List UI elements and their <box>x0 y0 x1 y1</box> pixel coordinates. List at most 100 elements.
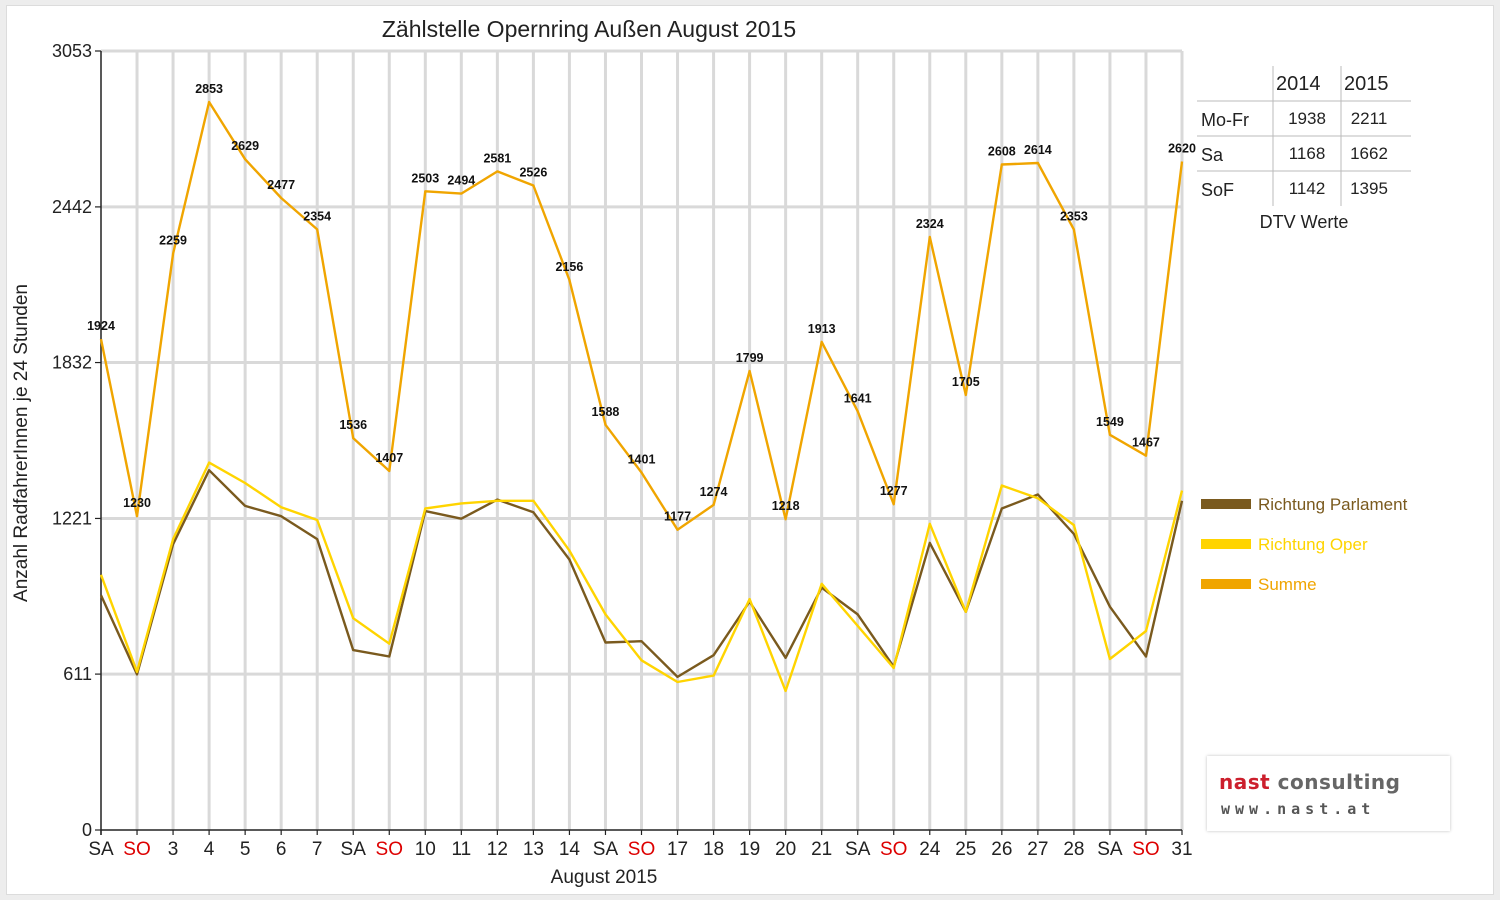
x-tick-label: SA <box>845 839 871 860</box>
data-label: 2608 <box>988 145 1016 159</box>
data-label: 1641 <box>844 391 872 405</box>
chart-frame: Zählstelle Opernring Außen August 2015 0… <box>6 5 1494 895</box>
legend-swatch <box>1201 539 1251 549</box>
x-axis-title: August 2015 <box>551 867 658 888</box>
x-tick-label: 13 <box>523 839 544 860</box>
x-tick-label: 17 <box>667 839 688 860</box>
x-tick-label: SA <box>1097 839 1123 860</box>
x-tick-label: 26 <box>991 839 1012 860</box>
x-tick-label: 21 <box>811 839 832 860</box>
series-line-richtung-oper <box>99 461 1184 693</box>
data-label: 2853 <box>195 82 223 96</box>
data-label: 2614 <box>1024 143 1052 157</box>
x-tick-label: 25 <box>955 839 976 860</box>
data-label: 1705 <box>952 375 980 389</box>
data-label: 2324 <box>916 217 944 231</box>
data-label: 1277 <box>880 484 908 498</box>
data-label: 2156 <box>556 260 584 274</box>
legend: Richtung Parlament Richtung Oper Summe <box>1201 495 1408 594</box>
x-tick-label: 4 <box>204 839 215 860</box>
dtv-table: 2014 2015 Mo-Fr 1938 2211 Sa 1168 1662 SoF 1142 13… <box>1197 66 1411 232</box>
table-caption: DTV Werte <box>1260 212 1349 232</box>
table-header-2015: 2015 <box>1344 73 1389 95</box>
legend-label: Summe <box>1258 575 1317 594</box>
table-cell-2014: 1142 <box>1289 179 1326 198</box>
y-tick-label: 611 <box>63 664 92 684</box>
logo-part-consulting: consulting <box>1277 770 1401 794</box>
table-cell-2014: 1168 <box>1289 144 1326 163</box>
data-label: 2353 <box>1060 210 1088 224</box>
x-tick-label: 24 <box>919 839 941 860</box>
legend-swatch <box>1201 579 1251 589</box>
logo-part-nast: nast <box>1219 770 1271 794</box>
table-header-2014: 2014 <box>1276 73 1321 95</box>
data-labels: 1924 1230 2259 2853 2629 2477 2354 1536 1407 2503… <box>87 82 1196 524</box>
x-tick-label: 11 <box>451 839 471 860</box>
data-label: 2526 <box>519 165 547 179</box>
series-line-summe <box>99 100 1184 531</box>
y-tick-label: 1221 <box>52 508 92 528</box>
series-line-richtung-parlament <box>99 469 1184 679</box>
x-tick-label: SO <box>1132 839 1159 860</box>
y-tick-label: 1832 <box>52 353 92 373</box>
x-tick-label: SO <box>123 839 150 860</box>
table-row-label: SoF <box>1201 180 1234 200</box>
x-tick-label: 7 <box>312 839 323 860</box>
x-tick-label: SO <box>880 839 907 860</box>
data-label: 1218 <box>772 499 800 513</box>
table-cell-2014: 1938 <box>1288 109 1326 128</box>
data-label: 2629 <box>231 139 259 153</box>
data-label: 1177 <box>664 510 691 524</box>
x-tick-label: SO <box>628 839 655 860</box>
chart-canvas: Zählstelle Opernring Außen August 2015 0… <box>11 16 1411 888</box>
y-tick-label: 3053 <box>52 41 92 61</box>
legend-swatch <box>1201 499 1251 509</box>
legend-label: Richtung Parlament <box>1258 495 1408 514</box>
table-row-label: Mo-Fr <box>1201 110 1249 130</box>
x-tick-label: 12 <box>487 839 508 860</box>
x-tick-label: 10 <box>415 839 436 860</box>
x-tick-label: 31 <box>1171 839 1192 860</box>
table-cell-2015: 2211 <box>1351 109 1388 128</box>
data-label: 2620 <box>1168 141 1196 155</box>
x-tick-label: SA <box>341 839 367 860</box>
x-tick-label: SA <box>88 839 114 860</box>
nast-consulting-logo: nast consulting www.nast.at <box>1207 756 1450 831</box>
data-label: 1799 <box>736 351 764 365</box>
logo-url: www.nast.at <box>1221 800 1376 818</box>
data-label: 1230 <box>123 496 151 510</box>
x-tick-label: 27 <box>1027 839 1048 860</box>
data-label: 2477 <box>267 178 295 192</box>
x-tick-label: 28 <box>1063 839 1084 860</box>
table-row-label: Sa <box>1201 145 1224 165</box>
x-tick-label: 5 <box>240 839 251 860</box>
x-tick-label: 19 <box>739 839 760 860</box>
data-label: 2354 <box>303 209 331 223</box>
data-label: 1913 <box>808 322 836 336</box>
x-tick-label: 6 <box>276 839 287 860</box>
x-tick-label: SO <box>376 839 403 860</box>
legend-label: Richtung Oper <box>1258 535 1368 554</box>
y-tick-label: 0 <box>82 820 92 840</box>
y-axis-title: Anzahl RadfahrerInnen je 24 Stunden <box>11 284 32 602</box>
data-label: 1536 <box>339 418 367 432</box>
x-tick-label: 20 <box>775 839 796 860</box>
x-tick-label: 18 <box>703 839 724 860</box>
table-cell-2015: 1662 <box>1350 144 1388 163</box>
data-label: 1401 <box>628 453 656 467</box>
data-label: 2259 <box>159 234 187 248</box>
table-cell-2015: 1395 <box>1350 179 1388 198</box>
data-label: 1588 <box>592 405 620 419</box>
data-label: 1407 <box>375 451 403 465</box>
x-tick-label: 14 <box>559 839 581 860</box>
data-label: 1549 <box>1096 415 1124 429</box>
series-lines <box>99 100 1184 693</box>
chart-title: Zählstelle Opernring Außen August 2015 <box>382 16 796 42</box>
data-label: 1924 <box>87 319 115 333</box>
y-tick-label: 2442 <box>52 197 92 217</box>
grid-lines <box>101 49 1184 830</box>
data-label: 1274 <box>700 485 728 499</box>
data-label: 1467 <box>1132 436 1160 450</box>
data-label: 2494 <box>447 174 475 188</box>
